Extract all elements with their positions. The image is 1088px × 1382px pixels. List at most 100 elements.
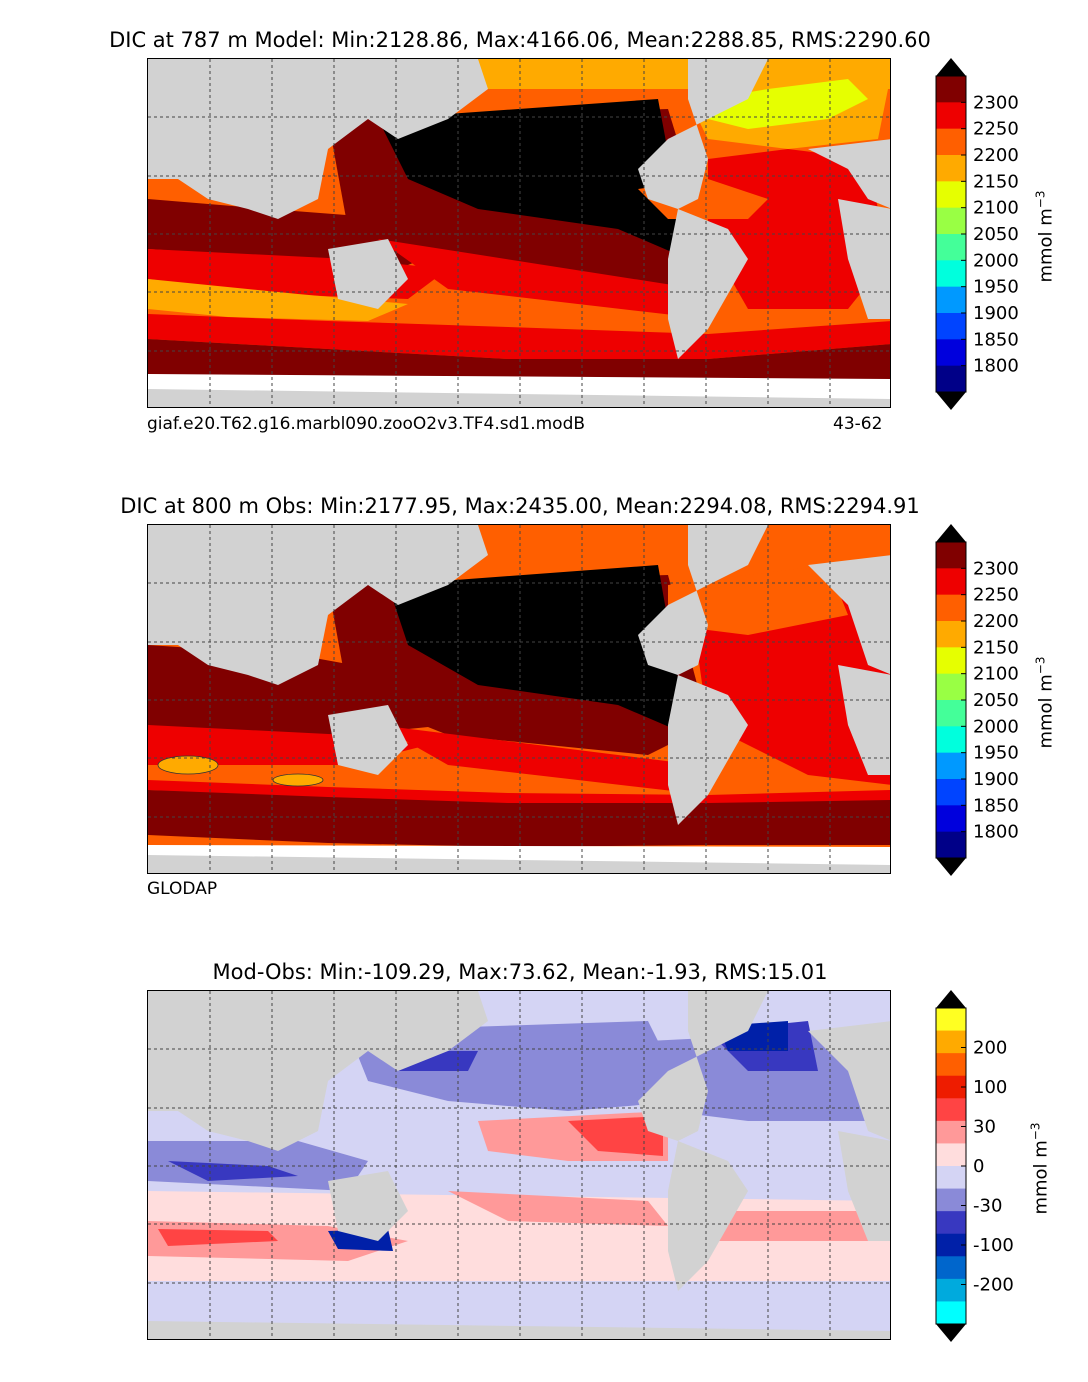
colorbar-segment bbox=[936, 805, 966, 833]
colorbar-segment bbox=[936, 1188, 966, 1212]
colorbar-segment bbox=[936, 700, 966, 727]
colorbar-tick-label: 100 bbox=[973, 1077, 1007, 1098]
colorbar-extend-top bbox=[936, 58, 966, 76]
colorbar-extend-top bbox=[936, 524, 966, 542]
model-field bbox=[148, 59, 890, 407]
colorbar-segment bbox=[936, 1075, 966, 1099]
diff-unit-text: mmol m bbox=[1030, 1140, 1052, 1215]
obs-colorbar: 2300 2250 2200 2150 2100 2050 2000 1950 1900 1850… bbox=[935, 524, 1019, 876]
colorbar-tick-label: 200 bbox=[973, 1038, 1007, 1059]
colorbar-segment bbox=[936, 102, 966, 130]
diff-colorbar-svg: 200 100 30 0 -30 -100 -200 bbox=[935, 990, 1014, 1342]
colorbar-segment bbox=[936, 831, 966, 859]
colorbar-tick-label: 1950 bbox=[973, 743, 1019, 764]
obs-source: GLODAP bbox=[147, 879, 218, 899]
colorbar-tick-label: 2150 bbox=[973, 637, 1019, 658]
obs-field bbox=[148, 525, 890, 873]
colorbar-segment bbox=[936, 339, 966, 367]
colorbar-tick-label: 1900 bbox=[973, 769, 1019, 790]
colorbar-segment bbox=[936, 647, 966, 675]
colorbar-extend-bottom bbox=[936, 392, 966, 410]
obs-colorbar-label: mmol m−3 bbox=[1034, 643, 1057, 763]
colorbar-segment bbox=[936, 1098, 966, 1122]
obs-map bbox=[147, 524, 891, 874]
colorbar-segment bbox=[936, 1053, 966, 1077]
obs-unit-exp: −3 bbox=[1033, 656, 1048, 675]
colorbar-segment bbox=[936, 260, 966, 288]
colorbar-segment bbox=[936, 365, 966, 393]
colorbar-extend-bottom bbox=[936, 1324, 966, 1342]
colorbar-segment bbox=[936, 779, 966, 806]
model-years: 43-62 bbox=[833, 414, 883, 434]
colorbar-segment bbox=[936, 1211, 966, 1235]
colorbar-tick-label: 2300 bbox=[973, 558, 1019, 579]
colorbar-segment bbox=[936, 128, 966, 156]
colorbar-segment bbox=[936, 594, 966, 622]
colorbar-extend-bottom bbox=[936, 858, 966, 876]
colorbar-segment bbox=[936, 726, 966, 754]
colorbar-tick-label: 2250 bbox=[973, 119, 1019, 140]
colorbar-tick-label: 2150 bbox=[973, 171, 1019, 192]
colorbar-segment bbox=[936, 1256, 966, 1280]
colorbar-tick-label: 2000 bbox=[973, 250, 1019, 271]
model-colorbar-label: mmol m−3 bbox=[1034, 177, 1057, 297]
colorbar-tick-label: -100 bbox=[973, 1235, 1014, 1256]
colorbar-tick-label: 1800 bbox=[973, 356, 1019, 377]
colorbar-segment bbox=[936, 155, 966, 182]
colorbar-tick-label: 1900 bbox=[973, 303, 1019, 324]
model-unit-text: mmol m bbox=[1035, 208, 1057, 283]
colorbar-tick-label: 2000 bbox=[973, 716, 1019, 737]
colorbar-extend-top bbox=[936, 990, 966, 1008]
colorbar-segment bbox=[936, 1030, 966, 1054]
model-title: DIC at 787 m Model: Min:2128.86, Max:416… bbox=[109, 28, 931, 52]
colorbar-tick-label: 2200 bbox=[973, 611, 1019, 632]
colorbar-tick-label: 2100 bbox=[973, 664, 1019, 685]
model-unit-exp: −3 bbox=[1033, 190, 1048, 209]
model-case-name: giaf.e20.T62.g16.marbl090.zooO2v3.TF4.sd… bbox=[147, 414, 586, 434]
colorbar-tick-label: 30 bbox=[973, 1117, 996, 1138]
diff-colorbar-label: mmol m−3 bbox=[1029, 1109, 1052, 1229]
colorbar-tick-label: 0 bbox=[973, 1156, 984, 1177]
colorbar-tick-label: -200 bbox=[973, 1275, 1014, 1296]
diff-colorbar: 200 100 30 0 -30 -100 -200 bbox=[935, 990, 1014, 1342]
colorbar-segment bbox=[936, 568, 966, 596]
colorbar-segment bbox=[936, 1120, 966, 1144]
diff-panel: Mod-Obs: Min:-109.29, Max:73.62, Mean:-1… bbox=[0, 932, 1088, 1382]
colorbar-tick-label: 2050 bbox=[973, 690, 1019, 711]
colorbar-tick-label: 2250 bbox=[973, 585, 1019, 606]
colorbar-segment bbox=[936, 1301, 966, 1325]
colorbar-segment bbox=[936, 234, 966, 261]
model-colorbar-svg: 2300 2250 2200 2150 2100 2050 2000 1950 1900 1850… bbox=[935, 58, 1019, 410]
colorbar-tick-label: 2100 bbox=[973, 198, 1019, 219]
obs-unit-text: mmol m bbox=[1035, 674, 1057, 749]
colorbar-segment bbox=[936, 542, 966, 569]
model-colorbar: 2300 2250 2200 2150 2100 2050 2000 1950 1900 1850… bbox=[935, 58, 1019, 410]
diff-unit-exp: −3 bbox=[1028, 1122, 1043, 1141]
colorbar-tick-label: 2300 bbox=[973, 92, 1019, 113]
colorbar-segment bbox=[936, 286, 966, 314]
colorbar-segment bbox=[936, 76, 966, 103]
diff-map bbox=[147, 990, 891, 1340]
colorbar-segment bbox=[936, 621, 966, 648]
colorbar-segment bbox=[936, 313, 966, 340]
colorbar-segment bbox=[936, 752, 966, 780]
colorbar-segment bbox=[936, 673, 966, 701]
colorbar-tick-label: 1800 bbox=[973, 822, 1019, 843]
diff-field bbox=[148, 991, 890, 1339]
colorbar-tick-label: 2050 bbox=[973, 224, 1019, 245]
colorbar-tick-label: 1950 bbox=[973, 277, 1019, 298]
obs-panel: DIC at 800 m Obs: Min:2177.95, Max:2435.… bbox=[0, 466, 1088, 916]
diff-title: Mod-Obs: Min:-109.29, Max:73.62, Mean:-1… bbox=[212, 960, 828, 984]
colorbar-segment bbox=[936, 1143, 966, 1167]
colorbar-tick-label: 1850 bbox=[973, 329, 1019, 350]
colorbar-tick-label: 2200 bbox=[973, 145, 1019, 166]
colorbar-segment bbox=[936, 1008, 966, 1032]
colorbar-segment bbox=[936, 1233, 966, 1257]
colorbar-segment bbox=[936, 1166, 966, 1190]
model-map bbox=[147, 58, 891, 408]
obs-colorbar-svg: 2300 2250 2200 2150 2100 2050 2000 1950 1900 1850… bbox=[935, 524, 1019, 876]
colorbar-segment bbox=[936, 1278, 966, 1302]
colorbar-segment bbox=[936, 181, 966, 209]
model-panel: DIC at 787 m Model: Min:2128.86, Max:416… bbox=[0, 0, 1088, 450]
colorbar-tick-label: -30 bbox=[973, 1196, 1002, 1217]
